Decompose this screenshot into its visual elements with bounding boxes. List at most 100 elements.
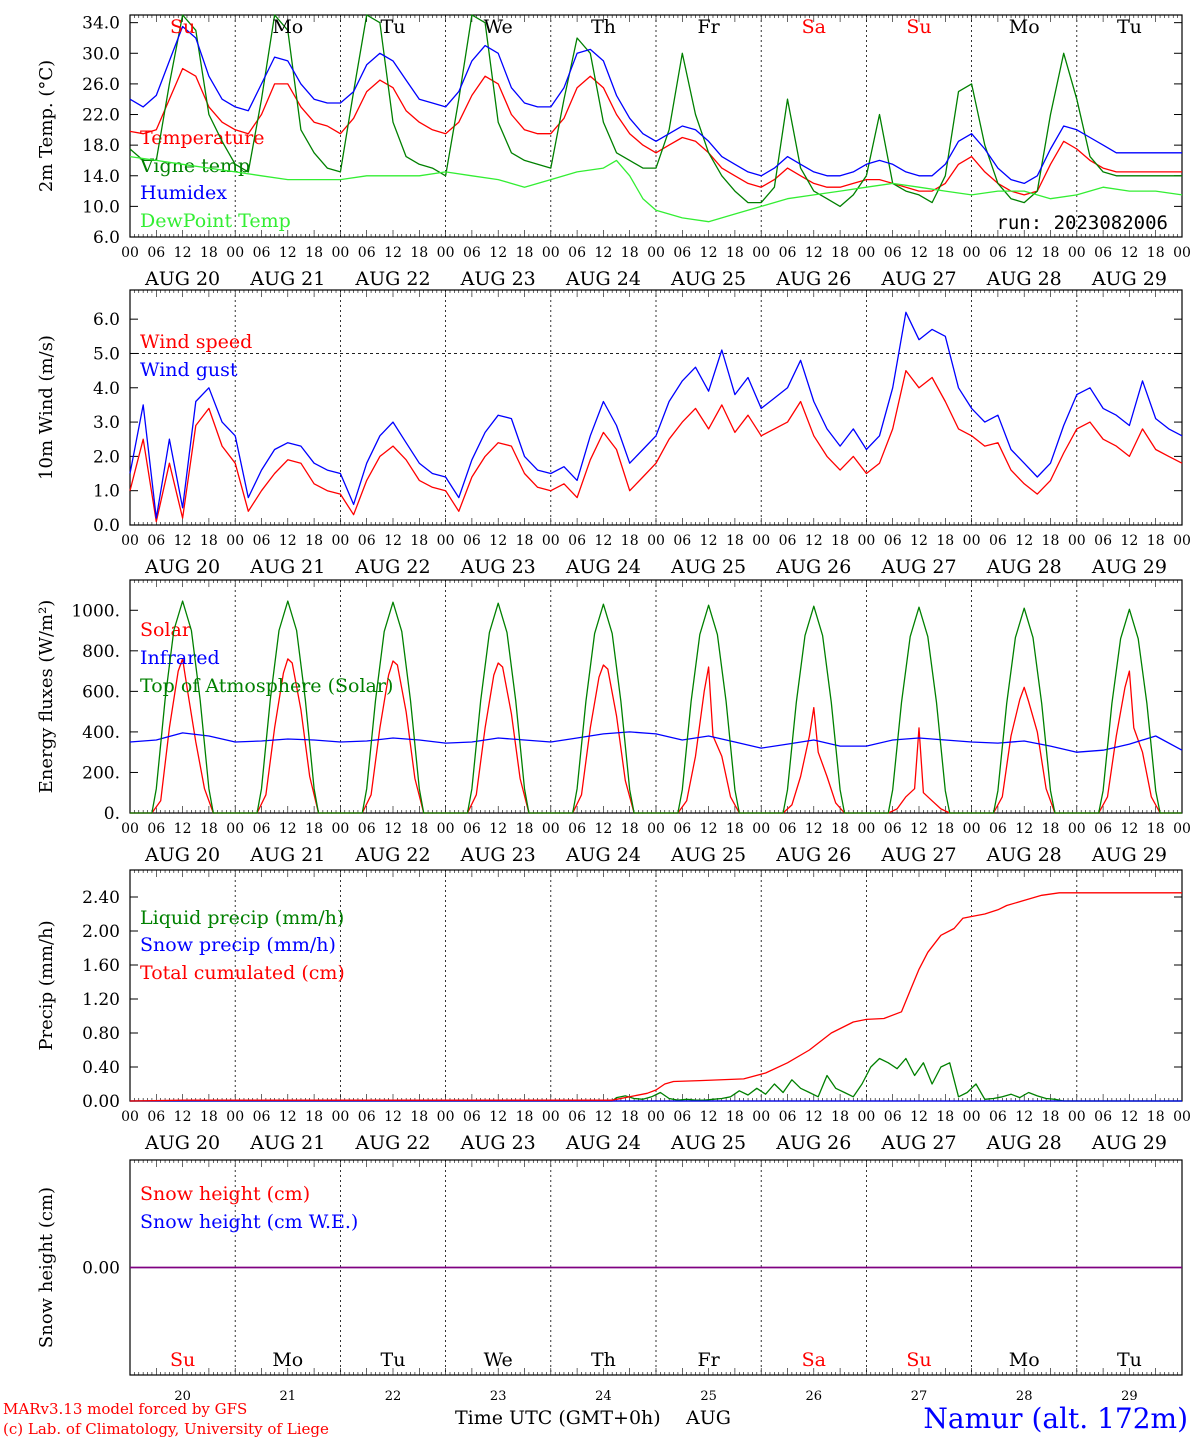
- hour-tick-label: 18: [1147, 1109, 1165, 1125]
- day-number-label: 26: [806, 1389, 823, 1404]
- date-label: AUG 27: [880, 556, 956, 578]
- hour-tick-label: 12: [594, 533, 612, 549]
- date-label: AUG 20: [144, 556, 220, 578]
- hour-tick-label: 00: [857, 533, 875, 549]
- hour-tick-label: 00: [437, 821, 455, 837]
- day-of-week-label: Th: [591, 16, 616, 38]
- temperature-y-tick-label: 34.0: [82, 14, 120, 34]
- hour-tick-label: 18: [1042, 821, 1060, 837]
- hour-tick-label: 06: [779, 821, 797, 837]
- hour-tick-label: 00: [647, 821, 665, 837]
- day-of-week-label: Fr: [697, 16, 720, 38]
- hour-tick-label: 00: [437, 1109, 455, 1125]
- hour-tick-label: 00: [542, 245, 560, 261]
- date-label: AUG 29: [1091, 1132, 1167, 1154]
- wind-y-tick-label: 5.0: [93, 344, 120, 364]
- date-label: AUG 25: [670, 1132, 746, 1154]
- temperature-series-dewpoint-temp: [129, 155, 1183, 223]
- temperature-y-axis-title: 2m Temp. (°C): [36, 60, 57, 192]
- hour-tick-label: 00: [1173, 245, 1191, 261]
- hour-tick-label: 00: [1068, 533, 1086, 549]
- day-number-label: 23: [490, 1389, 507, 1404]
- precip-legend-entry: Liquid precip (mm/h): [140, 907, 344, 929]
- hour-tick-label: 00: [226, 245, 244, 261]
- wind-series-wind-gust: [129, 311, 1183, 519]
- hour-tick-label: 00: [121, 821, 139, 837]
- hour-tick-label: 12: [1015, 821, 1033, 837]
- hour-tick-label: 18: [1147, 533, 1165, 549]
- hour-tick-label: 00: [963, 245, 981, 261]
- hour-tick-label: 00: [1068, 245, 1086, 261]
- hour-tick-label: 12: [489, 821, 507, 837]
- hour-tick-label: 06: [884, 821, 902, 837]
- hour-tick-label: 12: [279, 533, 297, 549]
- hour-tick-label: 12: [700, 533, 718, 549]
- hour-tick-label: 06: [253, 533, 271, 549]
- hour-tick-label: 18: [305, 1109, 323, 1125]
- wind-y-tick-label: 4.0: [93, 379, 120, 399]
- hour-tick-label: 18: [831, 821, 849, 837]
- day-number-label: 21: [280, 1389, 297, 1404]
- hour-tick-label: 12: [384, 533, 402, 549]
- hour-tick-label: 00: [752, 821, 770, 837]
- day-of-week-label: Tu: [1117, 16, 1142, 38]
- hour-tick-label: 12: [805, 533, 823, 549]
- day-of-week-label: We: [484, 16, 513, 38]
- date-label: AUG 27: [880, 268, 956, 290]
- energy-y-tick-label: 400.: [82, 723, 120, 743]
- hour-tick-label: 00: [857, 245, 875, 261]
- day-of-week-label: Su: [906, 1349, 931, 1371]
- day-number-label: 20: [174, 1389, 191, 1404]
- hour-tick-label: 00: [121, 1109, 139, 1125]
- precip-y-tick-label: 0.00: [82, 1092, 120, 1112]
- precip-y-tick-label: 1.20: [82, 990, 120, 1010]
- day-number-label: 24: [595, 1389, 612, 1404]
- date-label: AUG 24: [565, 556, 641, 578]
- date-label: AUG 26: [775, 844, 851, 866]
- hour-tick-label: 18: [410, 821, 428, 837]
- hour-tick-label: 18: [516, 821, 534, 837]
- date-label: AUG 22: [354, 844, 430, 866]
- hour-tick-label: 18: [410, 245, 428, 261]
- hour-tick-label: 12: [279, 1109, 297, 1125]
- date-label: AUG 25: [670, 268, 746, 290]
- hour-tick-label: 12: [594, 245, 612, 261]
- date-label: AUG 26: [775, 268, 851, 290]
- hour-tick-label: 18: [200, 1109, 218, 1125]
- lab-credit: (c) Lab. of Climatology, University of L…: [3, 1420, 329, 1438]
- hour-tick-label: 12: [489, 1109, 507, 1125]
- snow-y-axis-title: Snow height (cm): [36, 1187, 57, 1348]
- precip-y-tick-label: 0.40: [82, 1058, 120, 1078]
- energy-y-tick-label: 800.: [82, 642, 120, 662]
- hour-tick-label: 06: [463, 533, 481, 549]
- energy-series-infrared: [129, 731, 1183, 753]
- hour-tick-label: 12: [1120, 533, 1138, 549]
- date-label: AUG 29: [1091, 844, 1167, 866]
- hour-tick-label: 12: [805, 245, 823, 261]
- date-label: AUG 23: [460, 1132, 536, 1154]
- date-label: AUG 21: [249, 1132, 325, 1154]
- hour-tick-label: 06: [884, 245, 902, 261]
- hour-tick-label: 06: [463, 821, 481, 837]
- hour-tick-label: 00: [857, 1109, 875, 1125]
- date-label: AUG 27: [880, 844, 956, 866]
- hour-tick-label: 06: [568, 1109, 586, 1125]
- energy-legend-entry: Top of Atmosphere (Solar): [140, 675, 393, 697]
- hour-tick-label: 00: [331, 533, 349, 549]
- hour-tick-label: 00: [121, 245, 139, 261]
- hour-tick-label: 18: [200, 245, 218, 261]
- hour-tick-label: 12: [805, 1109, 823, 1125]
- wind-y-tick-label: 2.0: [93, 447, 120, 467]
- temperature-series-vigne-temp: [129, 14, 1182, 208]
- hour-tick-label: 06: [673, 533, 691, 549]
- hour-tick-label: 12: [1120, 245, 1138, 261]
- day-number-label: 22: [385, 1389, 402, 1404]
- hour-tick-label: 06: [568, 821, 586, 837]
- hour-tick-label: 06: [147, 821, 165, 837]
- hour-tick-label: 06: [253, 245, 271, 261]
- hour-tick-label: 00: [857, 821, 875, 837]
- hour-tick-label: 18: [726, 1109, 744, 1125]
- hour-tick-label: 00: [542, 533, 560, 549]
- hour-tick-label: 00: [647, 533, 665, 549]
- hour-tick-label: 00: [752, 533, 770, 549]
